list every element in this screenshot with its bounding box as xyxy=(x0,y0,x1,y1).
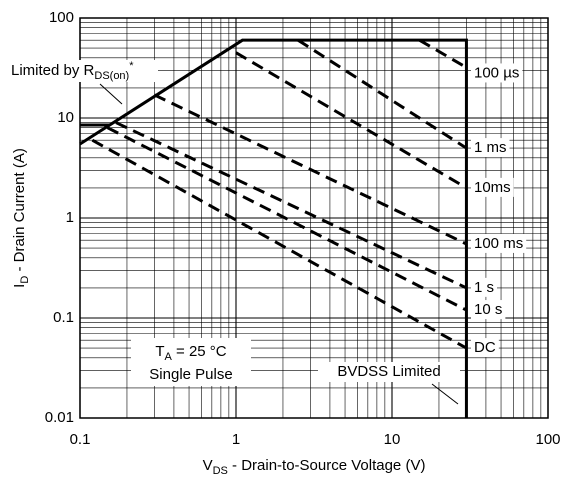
bvdss-annotation: BVDSS Limited xyxy=(337,363,440,380)
x-axis-label-sub: DS xyxy=(213,465,228,477)
series-label: 1 ms xyxy=(471,138,510,158)
temperature-annotation: TA = 25 °C xyxy=(155,343,226,363)
dashed-line xyxy=(91,138,468,350)
label-background xyxy=(471,338,499,358)
y-tick-label: 0.01 xyxy=(45,409,74,426)
annotation-arrow xyxy=(99,83,123,105)
y-tick-label: 0.1 xyxy=(53,309,74,326)
temperature-annotation-rest: = 25 °C xyxy=(172,343,227,360)
series-label-text: 1 ms xyxy=(474,139,507,156)
x-axis-label-rest: - Drain-to-Source Voltage (V) xyxy=(228,457,426,474)
x-tick-label: 0.1 xyxy=(70,431,91,448)
series-label: 100 µs xyxy=(471,63,523,83)
series-label: 1 s xyxy=(471,277,498,297)
y-axis-label: ID - Drain Current (A) xyxy=(11,148,31,288)
y-tick-label: 10 xyxy=(57,109,74,126)
y-axis-label-rest: - Drain Current (A) xyxy=(11,148,28,276)
label-background xyxy=(471,233,527,253)
series-label: 10ms xyxy=(471,177,514,197)
series-label-text: 1 s xyxy=(474,279,494,296)
y-axis-label-sub: D xyxy=(19,276,31,284)
x-axis-label: VDS - Drain-to-Source Voltage (V) xyxy=(203,457,426,477)
series-label-text: 10ms xyxy=(474,179,511,196)
annotation-box xyxy=(318,362,460,382)
dashed-line xyxy=(106,126,468,312)
label-background xyxy=(471,277,498,297)
x-tick-label: 1 xyxy=(232,431,240,448)
x-tick-label: 10 xyxy=(384,431,401,448)
dashed-line xyxy=(418,38,468,69)
dashed-line xyxy=(115,121,468,290)
label-background xyxy=(471,300,506,320)
dashed-line xyxy=(297,38,468,150)
rds-annotation-rest: * xyxy=(129,60,134,72)
x-tick-label: 100 xyxy=(535,431,560,448)
series-label-text: 10 s xyxy=(474,301,502,318)
label-background xyxy=(471,177,514,197)
series-label-text: 100 ms xyxy=(474,235,523,252)
series-label: 100 ms xyxy=(471,233,527,253)
y-tick-label: 100 xyxy=(49,9,74,26)
rds-annotation-sub: DS(on) xyxy=(94,70,129,82)
rds-annotation: Limited by RDS(on)* xyxy=(11,60,134,82)
rds-annotation-main: Limited by R xyxy=(11,62,95,79)
dashed-line xyxy=(235,51,468,190)
annotation-box xyxy=(8,60,158,82)
annotation-arrow xyxy=(431,383,459,405)
series-label-text: DC xyxy=(474,339,496,356)
y-axis-label-main: I xyxy=(11,284,28,288)
series-label-text: 100 µs xyxy=(474,64,519,81)
pulse-annotation: Single Pulse xyxy=(149,366,232,383)
plot-frame xyxy=(79,17,549,419)
x-axis-label-main: V xyxy=(203,457,213,474)
temperature-annotation-main: T xyxy=(155,343,164,360)
dashed-line xyxy=(153,93,468,246)
limit-line xyxy=(79,38,468,418)
label-background xyxy=(471,63,523,83)
series-label: DC xyxy=(471,338,499,358)
annotation-box xyxy=(131,338,251,386)
y-tick-label: 1 xyxy=(66,209,74,226)
temperature-annotation-sub: A xyxy=(165,351,173,363)
label-background xyxy=(471,138,510,158)
series-label: 10 s xyxy=(471,300,506,320)
